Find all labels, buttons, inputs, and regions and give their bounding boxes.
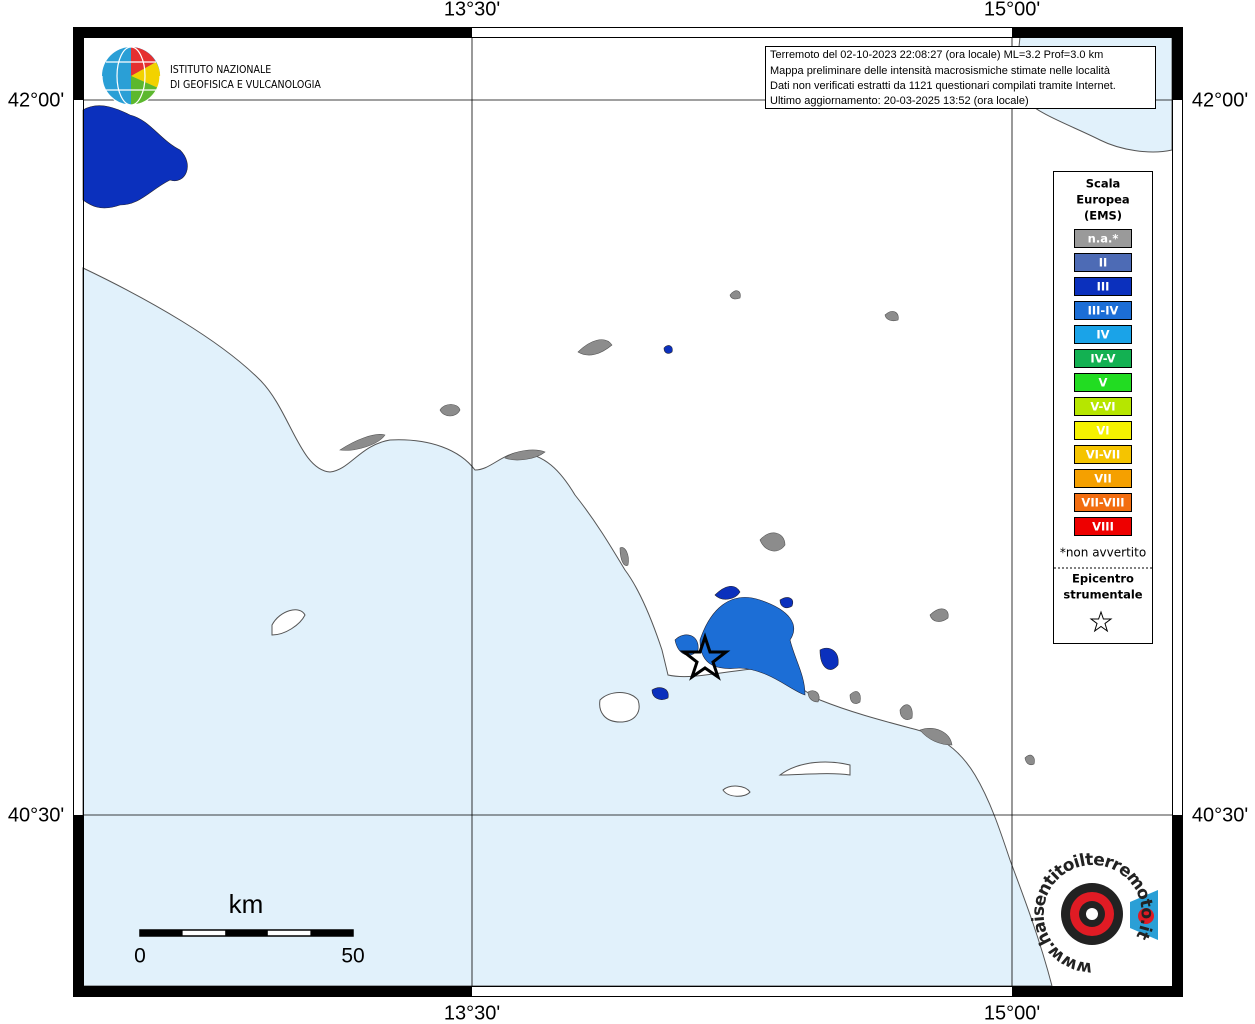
legend-label: VIII <box>1092 520 1114 534</box>
not-felt-area <box>919 728 953 746</box>
legend-label: VII-VIII <box>1081 496 1124 510</box>
legend-swatch <box>1074 229 1132 248</box>
info-line: Mappa preliminare delle intensità macros… <box>770 65 1111 77</box>
legend-label: VI <box>1096 424 1109 438</box>
legend-swatch <box>1074 349 1132 368</box>
epicenter-marker <box>679 632 731 681</box>
not-felt-area <box>899 704 913 720</box>
ingv-logo <box>101 46 161 106</box>
intensity-area <box>819 647 839 670</box>
not-felt-area <box>884 311 899 322</box>
institute-name: DI GEOFISICA E VULCANOLOGIA <box>170 79 321 91</box>
latitude-label: 42°00' <box>8 89 64 111</box>
longitude-label: 13°30' <box>444 1002 500 1024</box>
not-felt-area <box>929 608 949 622</box>
info-line: Ultimo aggiornamento: 20-03-2025 13:52 (… <box>770 95 1029 107</box>
not-felt-area <box>439 404 461 417</box>
legend-epicenter: Epicentro <box>1072 572 1134 586</box>
legend-label: VI-VII <box>1086 448 1121 462</box>
intensity-area <box>779 597 793 609</box>
island <box>271 609 306 636</box>
scale-unit: km <box>229 889 264 919</box>
not-felt-area <box>729 290 741 300</box>
intensity-area <box>663 345 673 354</box>
legend-title: Europea <box>1076 193 1129 207</box>
legend-swatch <box>1074 517 1132 536</box>
info-box <box>765 46 1156 109</box>
info-line: Dati non verificati estratti da 1121 que… <box>770 80 1116 92</box>
intensity-area <box>699 597 806 696</box>
longitude-label: 15°00' <box>984 1002 1040 1024</box>
legend-label: III <box>1097 280 1110 294</box>
longitude-label: 15°00' <box>984 0 1040 20</box>
latitude-label: 40°30' <box>8 804 64 826</box>
legend-swatch <box>1074 253 1132 272</box>
not-felt-area <box>339 434 386 451</box>
map-frame <box>73 27 1183 997</box>
legend-label: V <box>1099 376 1108 390</box>
legend-label: IV <box>1096 328 1109 342</box>
island <box>599 692 640 723</box>
site-logo <box>1034 856 1158 972</box>
legend-label: IV-V <box>1090 352 1115 366</box>
scale-label: 0 <box>134 945 146 968</box>
not-felt-area <box>504 449 546 461</box>
not-felt-area <box>619 547 629 566</box>
intensity-area <box>82 105 188 209</box>
not-felt-area <box>759 532 786 552</box>
legend-swatch <box>1074 325 1132 344</box>
not-felt-area <box>807 690 820 703</box>
not-felt-area <box>849 691 861 704</box>
peninsula <box>778 761 851 776</box>
not-felt-area <box>577 339 613 356</box>
legend-swatch <box>1074 373 1132 392</box>
latitude-label: 42°00' <box>1192 89 1248 111</box>
legend-label: III-IV <box>1088 304 1119 318</box>
legend-star <box>1089 610 1113 633</box>
legend-swatch <box>1074 493 1132 512</box>
scale-bar <box>139 929 354 937</box>
sea <box>82 267 1053 987</box>
legend-label: II <box>1099 256 1108 270</box>
intensity-area <box>651 687 669 700</box>
legend-label: V-VI <box>1090 400 1115 414</box>
legend-note: *non avvertito <box>1060 546 1146 560</box>
legend-swatch <box>1074 397 1132 416</box>
legend-swatch <box>1074 277 1132 296</box>
legend-title: Scala <box>1086 177 1121 191</box>
legend-swatch <box>1074 469 1132 488</box>
legend-swatch <box>1074 445 1132 464</box>
not-felt-area <box>1024 754 1035 766</box>
island <box>722 785 751 797</box>
legend: ScalaEuropea(EMS)n.a.*IIIIIIII-IVIVIV-VV… <box>1054 177 1152 633</box>
legend-swatch <box>1074 421 1132 440</box>
intensity-area <box>714 586 741 600</box>
institute-name: ISTITUTO NAZIONALE <box>170 64 271 76</box>
intensity-area <box>674 634 699 656</box>
longitude-label: 13°30' <box>444 0 500 20</box>
info-line: Terremoto del 02-10-2023 22:08:27 (ora l… <box>770 49 1103 61</box>
legend-epicenter: strumentale <box>1063 588 1142 602</box>
legend-label: VII <box>1094 472 1111 486</box>
legend-label: n.a.* <box>1088 232 1119 246</box>
legend-title: (EMS) <box>1084 209 1122 223</box>
scale-label: 50 <box>341 945 364 968</box>
latitude-label: 40°30' <box>1192 804 1248 826</box>
legend-swatch <box>1074 301 1132 320</box>
